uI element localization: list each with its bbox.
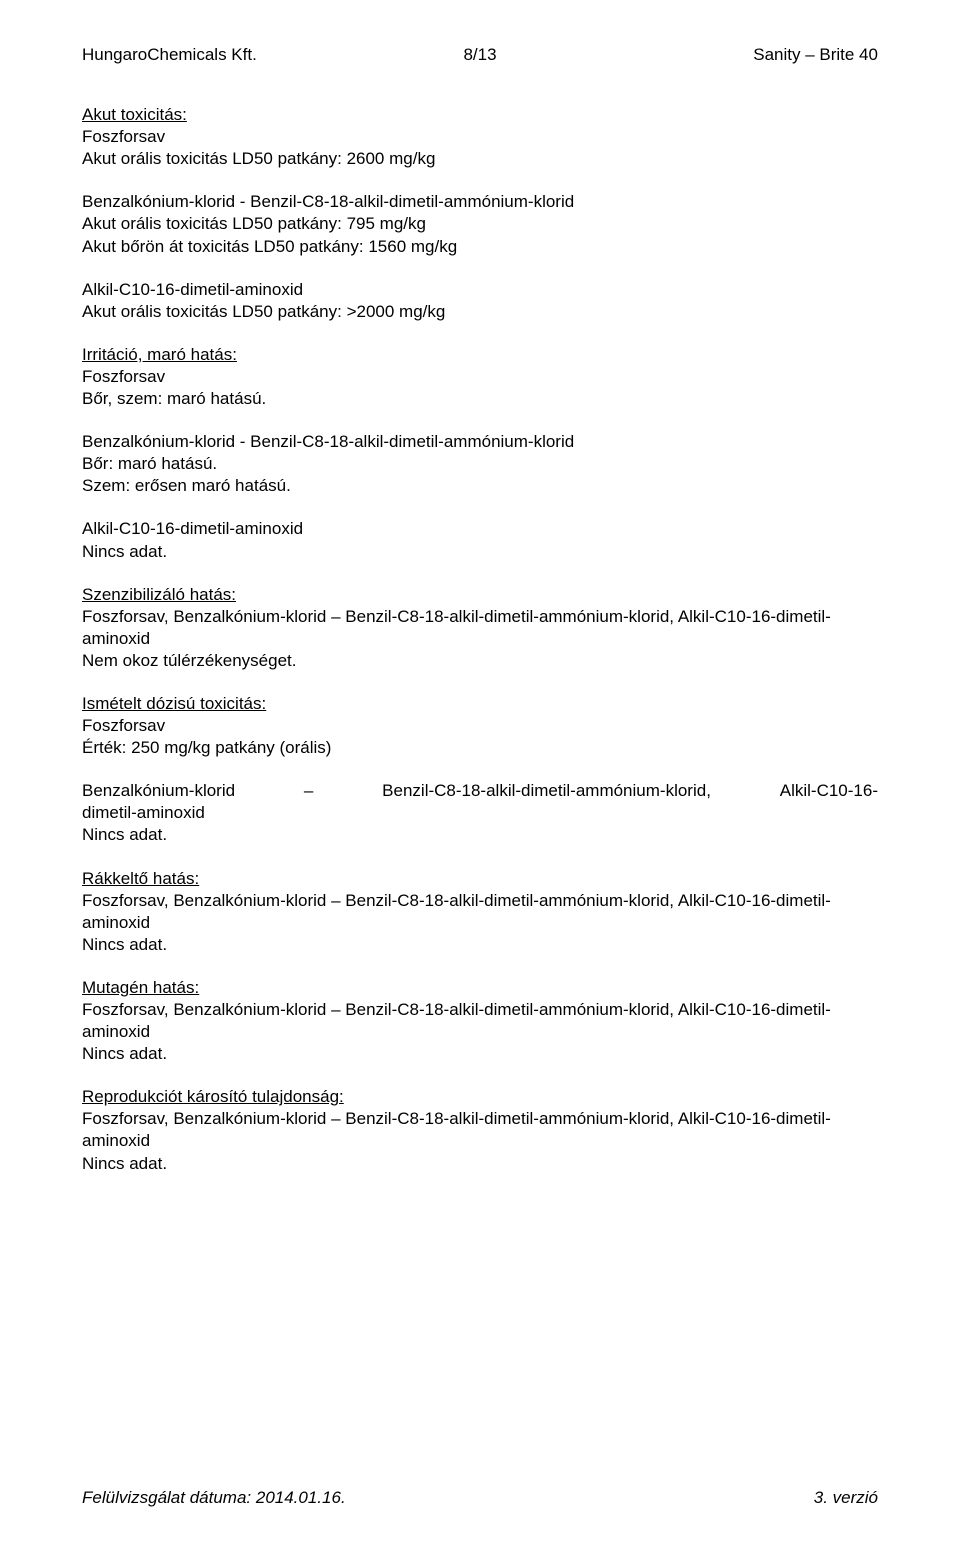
text-line: Foszforsav bbox=[82, 366, 878, 388]
text-line: Foszforsav, Benzalkónium-klorid – Benzil… bbox=[82, 890, 878, 934]
section-reproductive: Reprodukciót károsító tulajdonság: Foszf… bbox=[82, 1086, 878, 1174]
text-line: Foszforsav bbox=[82, 715, 878, 737]
carcinogenic-title: Rákkeltő hatás: bbox=[82, 868, 878, 890]
justified-text-line: Benzalkónium-klorid – Benzil-C8-18-alkil… bbox=[82, 780, 878, 802]
repeated-dose-title: Ismételt dózisú toxicitás: bbox=[82, 693, 878, 715]
section-carcinogenic: Rákkeltő hatás: Foszforsav, Benzalkónium… bbox=[82, 868, 878, 956]
text-line: Akut bőrön át toxicitás LD50 patkány: 15… bbox=[82, 236, 878, 258]
footer-revision-date: Felülvizsgálat dátuma: 2014.01.16. bbox=[82, 1487, 346, 1509]
section-mutagenic: Mutagén hatás: Foszforsav, Benzalkónium-… bbox=[82, 977, 878, 1065]
text-line: Akut orális toxicitás LD50 patkány: 2600… bbox=[82, 148, 878, 170]
text-part: Alkil-C10-16- bbox=[780, 780, 878, 802]
section-acute-toxicity: Akut toxicitás: Foszforsav Akut orális t… bbox=[82, 104, 878, 170]
text-line: Nincs adat. bbox=[82, 1153, 878, 1175]
section-benzalkonium-3: Benzalkónium-klorid – Benzil-C8-18-alkil… bbox=[82, 780, 878, 846]
sensitizing-title: Szenzibilizáló hatás: bbox=[82, 584, 878, 606]
text-line: Nincs adat. bbox=[82, 1043, 878, 1065]
text-line: Szem: erősen maró hatású. bbox=[82, 475, 878, 497]
text-line: Akut orális toxicitás LD50 patkány: 795 … bbox=[82, 213, 878, 235]
text-line: Nincs adat. bbox=[82, 934, 878, 956]
section-benzalkonium-2: Benzalkónium-klorid - Benzil-C8-18-alkil… bbox=[82, 431, 878, 497]
text-line: Foszforsav, Benzalkónium-klorid – Benzil… bbox=[82, 999, 878, 1043]
section-sensitizing: Szenzibilizáló hatás: Foszforsav, Benzal… bbox=[82, 584, 878, 672]
text-part: Benzalkónium-klorid bbox=[82, 780, 235, 802]
text-line: Alkil-C10-16-dimetil-aminoxid bbox=[82, 279, 878, 301]
text-line: Foszforsav, Benzalkónium-klorid – Benzil… bbox=[82, 1108, 878, 1152]
header-company: HungaroChemicals Kft. bbox=[82, 44, 347, 66]
text-line: Benzalkónium-klorid - Benzil-C8-18-alkil… bbox=[82, 431, 878, 453]
text-line: Alkil-C10-16-dimetil-aminoxid bbox=[82, 518, 878, 540]
text-part: Benzil-C8-18-alkil-dimetil-ammónium-klor… bbox=[382, 780, 711, 802]
text-part: – bbox=[304, 780, 313, 802]
reproductive-title: Reprodukciót károsító tulajdonság: bbox=[82, 1086, 878, 1108]
page-footer: Felülvizsgálat dátuma: 2014.01.16. 3. ve… bbox=[82, 1487, 878, 1509]
irritation-title: Irritáció, maró hatás: bbox=[82, 344, 878, 366]
section-irritation: Irritáció, maró hatás: Foszforsav Bőr, s… bbox=[82, 344, 878, 410]
text-line: dimetil-aminoxid bbox=[82, 802, 878, 824]
mutagenic-title: Mutagén hatás: bbox=[82, 977, 878, 999]
text-line: Érték: 250 mg/kg patkány (orális) bbox=[82, 737, 878, 759]
page-header: HungaroChemicals Kft. 8/13 Sanity – Brit… bbox=[82, 44, 878, 66]
text-line: Foszforsav, Benzalkónium-klorid – Benzil… bbox=[82, 606, 878, 650]
text-line: Foszforsav bbox=[82, 126, 878, 148]
text-line: Akut orális toxicitás LD50 patkány: >200… bbox=[82, 301, 878, 323]
text-line: Nem okoz túlérzékenységet. bbox=[82, 650, 878, 672]
text-line: Nincs adat. bbox=[82, 541, 878, 563]
text-line: Bőr: maró hatású. bbox=[82, 453, 878, 475]
acute-toxicity-title: Akut toxicitás: bbox=[82, 104, 878, 126]
footer-version: 3. verzió bbox=[814, 1487, 878, 1509]
section-alkil-1: Alkil-C10-16-dimetil-aminoxid Akut oráli… bbox=[82, 279, 878, 323]
text-line: Nincs adat. bbox=[82, 824, 878, 846]
text-line: Benzalkónium-klorid - Benzil-C8-18-alkil… bbox=[82, 191, 878, 213]
text-line: Bőr, szem: maró hatású. bbox=[82, 388, 878, 410]
section-benzalkonium-1: Benzalkónium-klorid - Benzil-C8-18-alkil… bbox=[82, 191, 878, 257]
header-page-number: 8/13 bbox=[347, 44, 612, 66]
section-alkil-2: Alkil-C10-16-dimetil-aminoxid Nincs adat… bbox=[82, 518, 878, 562]
section-repeated-dose: Ismételt dózisú toxicitás: Foszforsav Ér… bbox=[82, 693, 878, 759]
header-product: Sanity – Brite 40 bbox=[613, 44, 878, 66]
